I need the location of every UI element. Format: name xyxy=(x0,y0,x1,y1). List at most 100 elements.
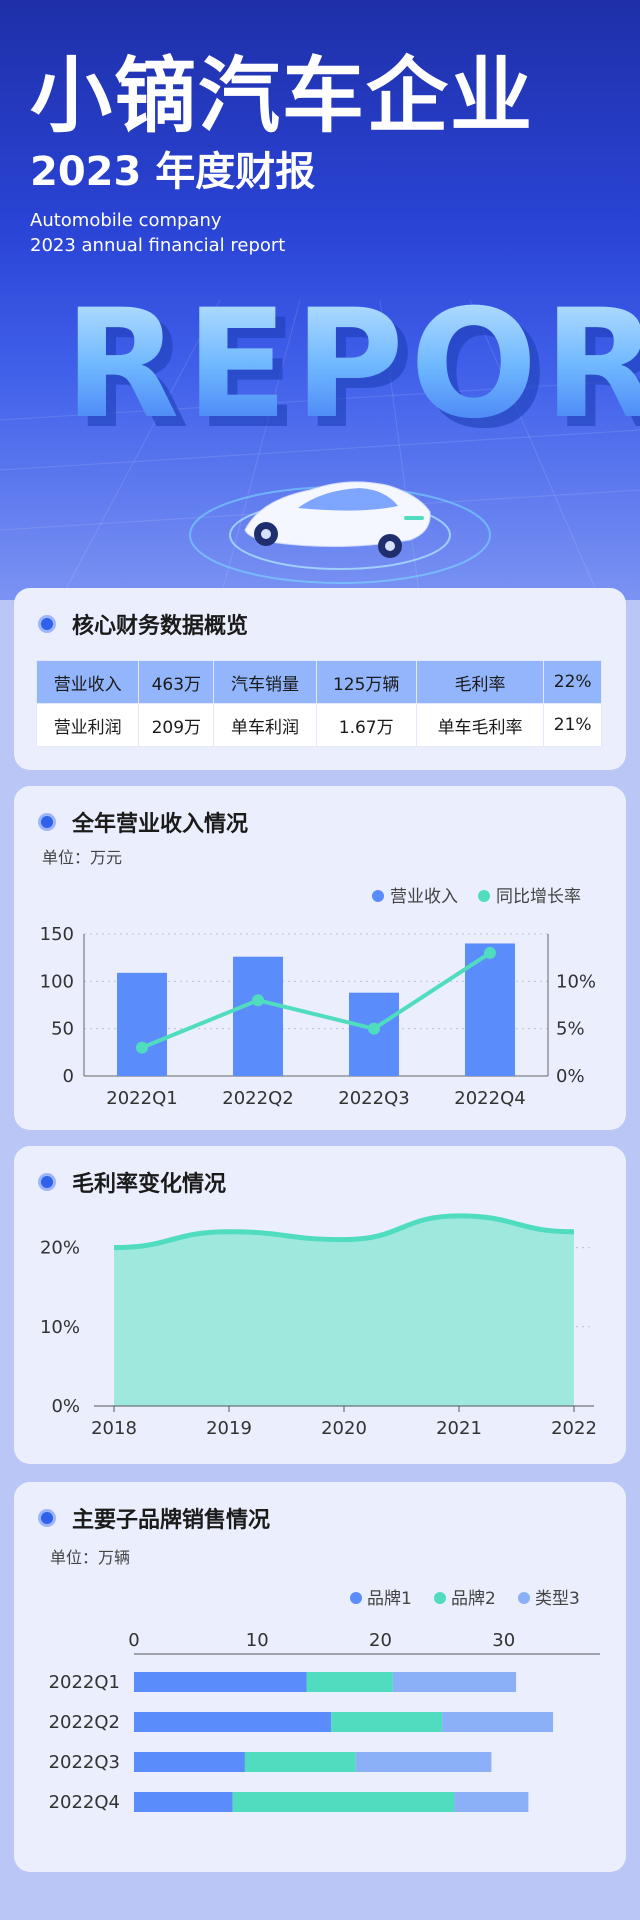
revenue-unit-label: 单位：万元 xyxy=(42,848,123,867)
legend-marker xyxy=(434,1592,446,1604)
brands-unit-label: 单位：万辆 xyxy=(50,1548,131,1567)
table-cell: 汽车销量 xyxy=(213,660,317,704)
y-tick-label: 2022Q4 xyxy=(49,1792,120,1813)
revenue-bar xyxy=(233,956,283,1076)
y-tick-label: 2022Q2 xyxy=(49,1712,120,1733)
table-cell: 毛利率 xyxy=(415,660,545,704)
overview-header: 核心财务数据概览 xyxy=(38,608,248,640)
table-cell: 单车毛利率 xyxy=(415,703,545,747)
legend-label: 营业收入 xyxy=(390,887,458,907)
x-tick-label: 30 xyxy=(492,1630,515,1651)
english-title-line-1: Automobile company xyxy=(30,210,222,231)
section-bullet-icon xyxy=(38,1509,56,1527)
growth-point xyxy=(368,1022,380,1035)
report-subtitle: 2023 年度财报 xyxy=(30,149,316,195)
x-tick-label: 2019 xyxy=(206,1418,252,1439)
brand-bar-segment xyxy=(392,1672,517,1692)
brand-bar-segment xyxy=(331,1712,443,1732)
legend-label: 品牌2 xyxy=(451,1589,496,1609)
margin-area xyxy=(114,1215,574,1406)
brand-bar-segment xyxy=(134,1752,245,1772)
x-tick-label: 20 xyxy=(369,1630,392,1651)
section-bullet-icon xyxy=(38,813,56,831)
brand-bar-segment xyxy=(232,1792,455,1812)
growth-point xyxy=(484,946,496,959)
growth-point xyxy=(136,1041,148,1054)
car-icon xyxy=(244,481,431,558)
brand-bar-segment xyxy=(134,1672,307,1692)
y-tick-label: 50 xyxy=(51,1019,74,1040)
section-bullet-icon xyxy=(38,615,56,633)
brand-bar-segment xyxy=(134,1712,332,1732)
table-cell: 营业收入 xyxy=(35,660,140,704)
y2-tick-label: 10% xyxy=(556,971,596,992)
overview-table: 营业收入 463万 汽车销量 125万辆 毛利率 22% 营业利润 209万 单… xyxy=(35,660,602,747)
brands-header: 主要子品牌销售情况 xyxy=(38,1502,270,1534)
y-tick-label: 100 xyxy=(40,971,74,992)
brand-bar-segment xyxy=(134,1792,233,1812)
y-tick-label: 0 xyxy=(63,1066,74,1087)
table-cell: 22% xyxy=(543,660,602,704)
x-tick-label: 2022Q2 xyxy=(222,1088,293,1109)
y-tick-label: 0% xyxy=(51,1396,80,1417)
report-title: 小镝汽车企业 xyxy=(30,49,535,144)
legend-label: 同比增长率 xyxy=(496,887,581,907)
growth-point xyxy=(252,994,264,1007)
revenue-title: 全年营业收入情况 xyxy=(72,812,249,837)
margin-line xyxy=(113,1213,575,1251)
revenue-chart: 营业收入 同比增长率 0 50 100 150 0% 5% 10% 2022Q1 2022Q2 202… xyxy=(40,887,596,1109)
table-cell: 1.67万 xyxy=(315,703,417,747)
overview-title: 核心财务数据概览 xyxy=(72,614,249,639)
brand-bar-segment xyxy=(244,1752,356,1772)
table-cell: 单车利润 xyxy=(213,703,317,747)
brands-chart: 品牌1 品牌2 类型3 0 10 20 30 2022Q1 2022Q2 2022Q3 2022Q4 xyxy=(49,1589,600,1813)
x-tick-label: 10 xyxy=(246,1630,269,1651)
x-tick-label: 0 xyxy=(128,1630,139,1651)
brand-bar-segment xyxy=(454,1792,529,1812)
x-tick-label: 2018 xyxy=(91,1418,137,1439)
growth-line xyxy=(141,951,492,1050)
x-tick-label: 2022Q4 xyxy=(454,1088,525,1109)
y-tick-label: 10% xyxy=(40,1317,80,1338)
y-tick-label: 150 xyxy=(40,924,74,945)
report-3d-illustration: REPORT REPORT xyxy=(64,278,640,584)
y2-tick-label: 5% xyxy=(556,1019,585,1040)
margin-chart: 0% 10% 20% 2018 2019 2020 2021 2022 xyxy=(40,1213,597,1439)
legend-label: 类型3 xyxy=(535,1589,580,1609)
brands-card: 主要子品牌销售情况 单位：万辆 品牌1 品牌2 类型3 0 10 20 30 2022Q1 20… xyxy=(14,1482,626,1872)
revenue-card: 全年营业收入情况 单位：万元 营业收入 同比增长率 0 50 100 150 0% 5% 10%… xyxy=(14,786,626,1130)
table-cell: 125万辆 xyxy=(315,660,417,704)
table-cell: 209万 xyxy=(138,703,215,747)
brand-bar-segment xyxy=(355,1752,492,1772)
overview-card: 核心财务数据概览 营业收入 463万 汽车销量 125万辆 毛利率 22% 营业… xyxy=(14,588,626,770)
margin-header: 毛利率变化情况 xyxy=(38,1166,226,1198)
legend-marker xyxy=(478,890,490,902)
section-bullet-icon xyxy=(38,1173,56,1191)
report-art-text: REPORT xyxy=(64,278,640,452)
margin-card: 毛利率变化情况 0% 10% 20% 2018 2019 2020 2021 2022 xyxy=(14,1146,626,1464)
legend-marker xyxy=(350,1592,362,1604)
brand-bar-segment xyxy=(306,1672,393,1692)
legend-label: 品牌1 xyxy=(367,1589,412,1609)
brand-bar-segment xyxy=(442,1712,554,1732)
hero-banner: 小镝汽车企业 2023 年度财报 Automobile company 2023… xyxy=(0,0,640,600)
y-tick-label: 20% xyxy=(40,1238,80,1259)
revenue-header: 全年营业收入情况 xyxy=(38,806,248,838)
english-title-line-2: 2023 annual financial report xyxy=(30,235,286,256)
table-cell: 21% xyxy=(543,703,602,747)
x-tick-label: 2022Q3 xyxy=(338,1088,409,1109)
y-tick-label: 2022Q3 xyxy=(49,1752,120,1773)
x-tick-label: 2022 xyxy=(551,1418,597,1439)
brands-title: 主要子品牌销售情况 xyxy=(72,1508,271,1533)
x-tick-label: 2021 xyxy=(436,1418,482,1439)
revenue-bar xyxy=(117,972,167,1076)
report-art-text-shadow: REPORT xyxy=(74,288,640,462)
table-row: 营业收入 463万 汽车销量 125万辆 毛利率 22% xyxy=(35,660,602,704)
table-cell: 463万 xyxy=(138,660,215,704)
legend-marker xyxy=(518,1592,530,1604)
y-tick-label: 2022Q1 xyxy=(49,1672,120,1693)
table-cell: 营业利润 xyxy=(35,703,140,747)
legend-marker xyxy=(372,890,384,902)
table-row: 营业利润 209万 单车利润 1.67万 单车毛利率 21% xyxy=(35,703,602,747)
x-tick-label: 2020 xyxy=(321,1418,367,1439)
